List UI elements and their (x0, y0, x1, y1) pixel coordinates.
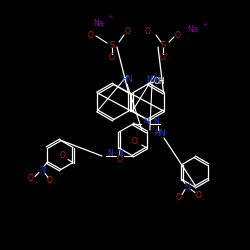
Text: ⁻: ⁻ (98, 38, 102, 43)
Text: +: + (108, 14, 112, 20)
Text: OH: OH (153, 76, 165, 86)
Text: O: O (28, 174, 34, 183)
Text: Na: Na (188, 26, 198, 35)
Text: ⁻: ⁻ (176, 201, 179, 206)
Text: O: O (109, 54, 115, 62)
Text: O: O (196, 191, 202, 200)
Text: +: + (190, 182, 194, 187)
Text: HN: HN (121, 76, 133, 84)
Text: N: N (117, 150, 123, 158)
Text: O: O (47, 176, 53, 185)
Text: N: N (143, 118, 149, 126)
Text: O: O (132, 136, 138, 145)
Text: Na: Na (93, 18, 103, 28)
Text: O: O (160, 54, 166, 62)
Text: +: + (202, 22, 207, 26)
Text: O: O (125, 28, 131, 36)
Text: N: N (184, 183, 190, 192)
Text: O: O (176, 193, 182, 202)
Text: NH: NH (146, 76, 158, 84)
Text: S: S (160, 40, 166, 50)
Text: O: O (60, 151, 66, 160)
Text: N: N (39, 166, 45, 175)
Text: O: O (88, 30, 94, 40)
Text: O: O (145, 28, 151, 36)
Text: HN: HN (154, 130, 166, 138)
Text: S: S (110, 40, 114, 50)
Text: O: O (116, 156, 122, 164)
Text: +: + (43, 165, 47, 170)
Text: N: N (107, 150, 113, 158)
Text: ⁻: ⁻ (186, 38, 188, 43)
Text: O: O (175, 30, 181, 40)
Text: ⁻: ⁻ (34, 182, 38, 187)
Text: ⁻: ⁻ (202, 199, 205, 204)
Text: ⁻: ⁻ (52, 183, 56, 188)
Text: N: N (153, 118, 159, 126)
